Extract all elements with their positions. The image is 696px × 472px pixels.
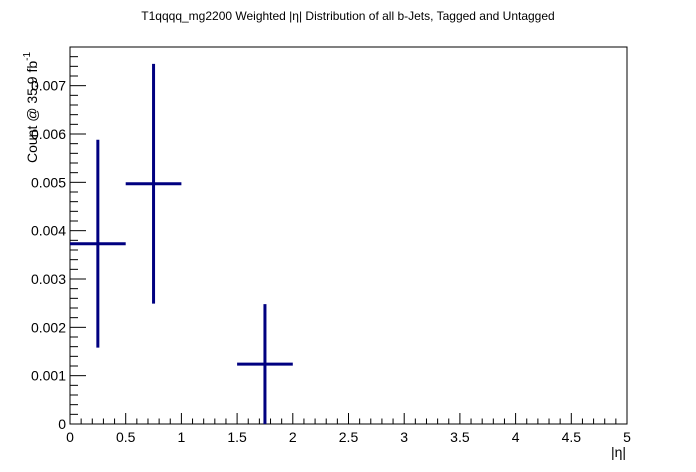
data-point (237, 304, 293, 424)
x-tick-label: 3 (400, 429, 408, 445)
y-tick-label: 0.005 (31, 174, 66, 190)
x-tick-label: 2 (289, 429, 297, 445)
y-tick-label: 0.002 (31, 319, 66, 335)
y-tick-label: 0.004 (31, 223, 66, 239)
x-axis-ticks (69, 413, 628, 424)
y-tick-label: 0.001 (31, 368, 66, 384)
x-tick-label: 3.5 (450, 429, 470, 445)
x-axis-tick-labels: 0 0.5 1 1.5 2 2.5 3 3.5 4 4.5 5 (66, 429, 631, 445)
y-tick-label: 0.003 (31, 271, 66, 287)
y-axis-label-superscript: -1 (22, 51, 33, 60)
y-axis-ticks (70, 46, 86, 425)
x-tick-label: 1 (178, 429, 186, 445)
x-axis-label: |η| (611, 444, 626, 460)
x-tick-label: 4.5 (562, 429, 582, 445)
y-axis-label-main: Count @ 35.9 fb (24, 61, 40, 163)
x-tick-label: 1.5 (227, 429, 247, 445)
x-tick-label: 5 (623, 429, 631, 445)
y-axis-label-group: Count @ 35.9 fb-1 (22, 51, 40, 163)
data-point (70, 139, 126, 348)
y-tick-label: 0.006 (31, 126, 66, 142)
x-tick-label: 0.5 (116, 429, 136, 445)
y-tick-label: 0 (58, 416, 66, 432)
data-point (125, 63, 182, 304)
x-tick-label: 4 (512, 429, 520, 445)
x-tick-label: 2.5 (339, 429, 359, 445)
data-series (70, 63, 293, 424)
y-tick-label: 0.007 (31, 78, 66, 94)
chart-title: T1qqqq_mg2200 Weighted |η| Distribution … (141, 9, 554, 23)
y-axis-tick-labels: 0 0.001 0.002 0.003 0.004 0.005 0.006 0.007 (31, 78, 66, 432)
y-axis-label: Count @ 35.9 fb-1 (22, 51, 40, 163)
x-tick-label: 0 (66, 429, 74, 445)
